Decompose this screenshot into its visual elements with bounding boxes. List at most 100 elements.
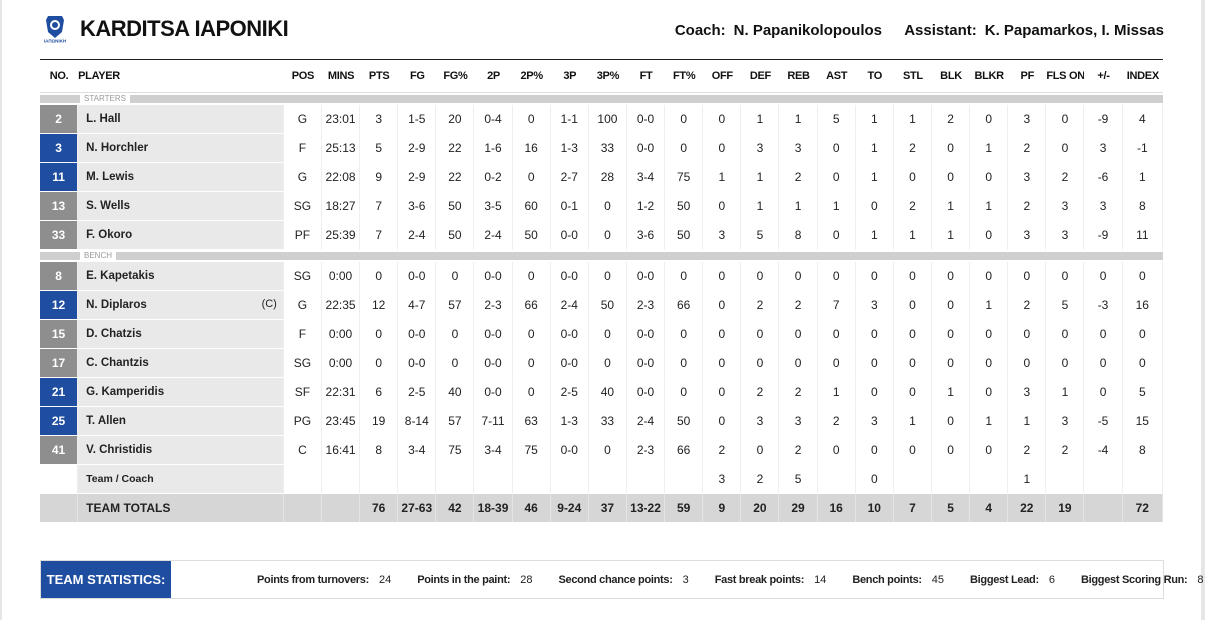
total-stat-cell: 42 — [436, 494, 475, 522]
column-header[interactable]: PF — [1008, 60, 1047, 93]
column-header[interactable]: NO. — [40, 60, 79, 93]
player-row[interactable]: 33 F. Okoro PF 25:39 7 2-4 50 2-4 50 0-0 0 3-6 50 3 5 8… — [40, 221, 1163, 250]
player-name-cell[interactable]: C. Chantzis — [78, 349, 284, 378]
player-name-cell[interactable]: T. Allen — [78, 407, 284, 436]
player-name[interactable]: V. Christidis — [86, 444, 153, 456]
player-name-cell[interactable]: D. Chatzis — [78, 320, 284, 349]
player-row[interactable]: 8 E. Kapetakis SG 0:00 0 0-0 0 0-0 0 0-0 0 0-0 0 0 0 0 0… — [40, 262, 1163, 291]
team-stat-value: 3 — [682, 573, 689, 586]
player-name[interactable]: G. Kamperidis — [86, 386, 165, 398]
column-header[interactable]: AST — [817, 60, 856, 93]
player-row[interactable]: 13 S. Wells SG 18:27 7 3-6 50 3-5 60 0-1 0 1-2 50 0 1 1… — [40, 192, 1163, 221]
stat-cell: 1 — [931, 378, 971, 407]
player-row[interactable]: 17 C. Chantzis SG 0:00 0 0-0 0 0-0 0 0-0 0 0-0 0 0 0 0 0… — [40, 349, 1163, 378]
stat-cell: 2 — [893, 192, 932, 221]
player-name[interactable]: N. Horchler — [86, 142, 149, 154]
player-name-cell[interactable]: N. Diplaros (C) — [78, 291, 284, 320]
player-name-cell[interactable]: M. Lewis — [78, 163, 284, 192]
stat-cell: 0 — [1046, 320, 1085, 349]
player-name[interactable]: N. Diplaros — [86, 299, 147, 311]
stat-cell: 0 — [855, 436, 894, 465]
player-name-cell[interactable]: V. Christidis — [78, 436, 284, 465]
stat-cell: 0-0 — [626, 134, 666, 163]
column-header[interactable]: INDEX — [1122, 60, 1163, 93]
column-header[interactable]: POS — [283, 60, 322, 93]
column-header[interactable]: STL — [893, 60, 932, 93]
team-stat-label: Fast break points: — [714, 573, 805, 586]
player-row[interactable]: 3 N. Horchler F 25:13 5 2-9 22 1-6 16 1-3 33 0-0 0 0 3… — [40, 134, 1163, 163]
team-stat-label: Biggest Lead: — [970, 573, 1039, 586]
column-header[interactable]: 3P% — [588, 60, 627, 93]
player-number: 33 — [40, 221, 79, 250]
player-name-cell[interactable]: G. Kamperidis — [78, 378, 284, 407]
column-header[interactable]: 2P — [474, 60, 513, 93]
stat-cell: 2 — [741, 378, 780, 407]
player-name-cell[interactable]: F. Okoro — [78, 221, 284, 250]
team-stat-item: Fast break points: 14 — [715, 574, 827, 586]
stat-cell: 0 — [893, 378, 932, 407]
column-header[interactable]: FLS ON — [1046, 60, 1085, 93]
column-header[interactable]: TO — [855, 60, 894, 93]
stat-cell: 9 — [360, 163, 399, 192]
player-name[interactable]: D. Chatzis — [86, 328, 142, 340]
player-name-cell[interactable]: L. Hall — [78, 105, 284, 134]
stat-cell: 2-9 — [398, 134, 437, 163]
stat-cell: 0-0 — [626, 378, 666, 407]
player-row[interactable]: 15 D. Chatzis F 0:00 0 0-0 0 0-0 0 0-0 0 0-0 0 0 0 0 0 0 0… — [40, 320, 1163, 349]
stat-cell: 2 — [741, 291, 780, 320]
column-header[interactable]: 2P% — [512, 60, 551, 93]
column-header[interactable]: DEF — [741, 60, 780, 93]
stat-cell: 1-5 — [398, 105, 437, 134]
column-header[interactable]: OFF — [703, 60, 742, 93]
stat-cell: 1 — [970, 192, 1009, 221]
player-row[interactable]: 11 M. Lewis G 22:08 9 2-9 22 0-2 0 2-7 28 3-4 75 1 1 2 0… — [40, 163, 1163, 192]
stat-cell: 0 — [703, 134, 742, 163]
column-header[interactable]: +/- — [1084, 60, 1123, 93]
team-stat-label: Points from turnovers: — [257, 573, 369, 586]
stat-cell: 2 — [779, 378, 818, 407]
column-header[interactable]: MINS — [321, 60, 361, 93]
stat-cell: 25:13 — [321, 134, 361, 163]
stat-cell: 50 — [436, 221, 475, 250]
stat-cell: -4 — [1084, 436, 1123, 465]
column-header[interactable]: PTS — [360, 60, 399, 93]
stat-cell: 19 — [360, 407, 399, 436]
stat-cell: 3 — [1046, 407, 1085, 436]
player-number: 15 — [40, 320, 79, 349]
section-bar-left — [40, 95, 80, 103]
column-header[interactable]: PLAYER — [78, 60, 284, 93]
player-name[interactable]: L. Hall — [86, 113, 121, 125]
column-header[interactable]: BLK — [931, 60, 971, 93]
stat-cell: 0 — [970, 105, 1009, 134]
column-header[interactable]: FG — [398, 60, 437, 93]
player-name[interactable]: T. Allen — [86, 415, 126, 427]
stat-cell: 3 — [1008, 378, 1047, 407]
stat-cell: 0 — [588, 262, 627, 291]
player-name[interactable]: S. Wells — [86, 200, 131, 212]
column-header[interactable]: REB — [779, 60, 818, 93]
stat-cell: 0 — [588, 221, 627, 250]
stat-cell — [512, 465, 551, 494]
column-header[interactable]: FT — [626, 60, 666, 93]
column-header[interactable]: BLKR — [970, 60, 1009, 93]
coach-name: N. Papanikolopoulos — [733, 22, 883, 39]
player-name[interactable]: M. Lewis — [86, 171, 135, 183]
player-name[interactable]: E. Kapetakis — [86, 270, 155, 282]
player-row[interactable]: 2 L. Hall G 23:01 3 1-5 20 0-4 0 1-1 100 0-0 0 0 1 1 5 1 1… — [40, 105, 1163, 134]
stat-cell: 40 — [588, 378, 627, 407]
player-name-cell[interactable]: S. Wells — [78, 192, 284, 221]
player-name-cell[interactable]: N. Horchler — [78, 134, 284, 163]
column-header[interactable]: 3P — [550, 60, 589, 93]
player-name[interactable]: F. Okoro — [86, 229, 133, 241]
stat-cell: 8 — [1122, 192, 1163, 221]
player-name-cell[interactable]: E. Kapetakis — [78, 262, 284, 291]
player-row[interactable]: 21 G. Kamperidis SF 22:31 6 2-5 40 0-0 0 2-5 40 0-0… — [40, 378, 1163, 407]
stat-cell: 0 — [703, 291, 742, 320]
player-row[interactable]: 41 V. Christidis C 16:41 8 3-4 75 3-4 75 0-0 0 2-3 6… — [40, 436, 1163, 465]
player-row[interactable]: 25 T. Allen PG 23:45 19 8-14 57 7-11 63 1-3 33 2-4 5… — [40, 407, 1163, 436]
column-header[interactable]: FT% — [665, 60, 704, 93]
column-header[interactable]: FG% — [436, 60, 475, 93]
stat-cell: 5 — [779, 465, 818, 494]
player-name[interactable]: C. Chantzis — [86, 357, 149, 369]
player-row[interactable]: 12 N. Diplaros (C) G 22:35 12 4-7 57 2-3 66 2-4 50 2… — [40, 291, 1163, 320]
